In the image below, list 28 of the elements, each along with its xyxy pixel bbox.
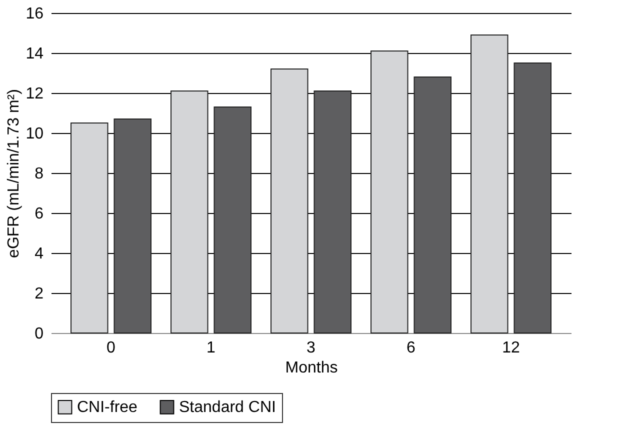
bar [470,34,508,334]
y-tick-label: 2 [34,286,44,302]
y-axis-title: eGFR (mL/min/1.73 m²) [6,89,23,258]
bar [414,76,452,334]
y-tick-label: 8 [34,166,44,182]
bar [114,118,152,334]
x-tick-label: 3 [306,340,316,356]
y-tick-label: 16 [26,6,44,22]
x-tick-label: 1 [206,340,216,356]
y-tick-label: 12 [26,86,44,102]
y-tick-label: 6 [34,206,44,222]
bar [514,62,552,334]
bar [70,122,108,334]
x-axis-title: Months [285,360,338,376]
bar [270,68,308,334]
bar [370,50,408,334]
x-tick-label: 6 [406,340,416,356]
y-tick-label: 4 [34,246,44,262]
y-tick-label: 10 [26,126,44,142]
bar [170,90,208,334]
legend-label: CNI-free [77,399,138,416]
bar [314,90,352,334]
bar [214,106,252,334]
x-tick-label: 0 [106,340,116,356]
y-tick-label: 14 [26,46,44,62]
y-tick-label: 0 [34,326,44,342]
x-tick-label: 12 [502,340,520,356]
legend-label: Standard CNI [179,399,276,416]
